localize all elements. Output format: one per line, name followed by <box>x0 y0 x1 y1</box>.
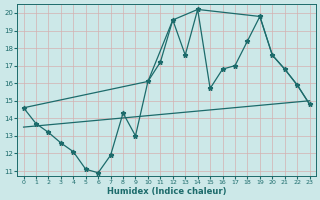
X-axis label: Humidex (Indice chaleur): Humidex (Indice chaleur) <box>107 187 226 196</box>
